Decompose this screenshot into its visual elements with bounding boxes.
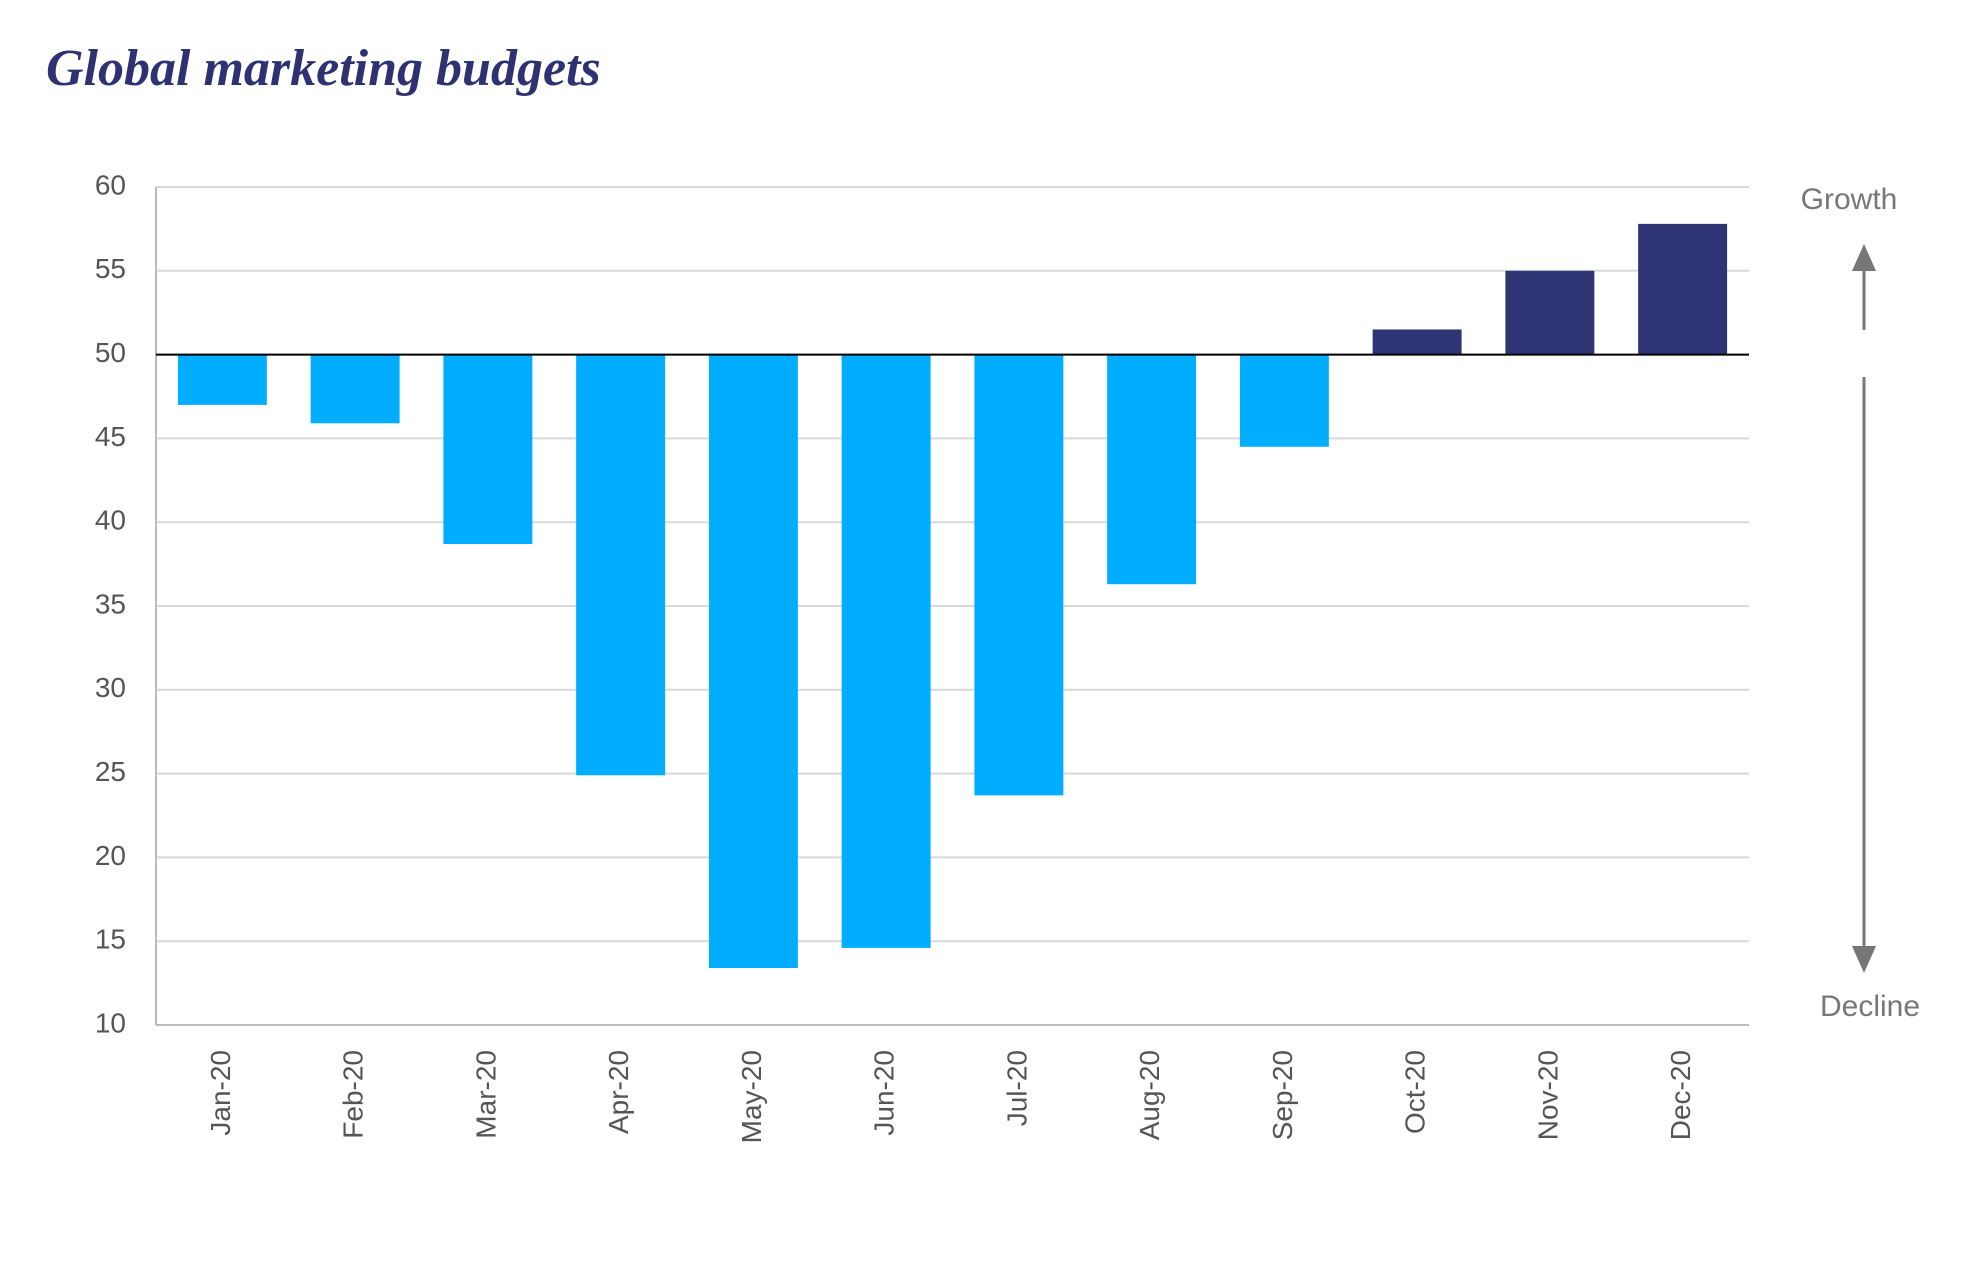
x-tick-label: Jan-20	[205, 1050, 236, 1136]
bar	[310, 354, 400, 424]
y-tick-label: 20	[95, 840, 126, 871]
bar	[841, 354, 931, 948]
x-tick-label: Aug-20	[1134, 1050, 1165, 1140]
y-tick-label: 45	[95, 421, 126, 452]
chart-title: Global marketing budgets	[46, 40, 601, 97]
x-tick-label: Jun-20	[869, 1050, 900, 1136]
bar	[1372, 329, 1462, 355]
x-tick-label: Apr-20	[603, 1050, 634, 1134]
bar	[443, 354, 533, 544]
x-tick-label: Jul-20	[1001, 1050, 1032, 1126]
growth-label: Growth	[1801, 183, 1898, 216]
x-tick-label: Feb-20	[338, 1050, 369, 1139]
y-tick-label: 30	[95, 672, 126, 703]
bar	[974, 354, 1064, 796]
x-tick-label: Sep-20	[1267, 1050, 1298, 1140]
y-tick-label: 60	[95, 169, 126, 200]
y-tick-label: 40	[95, 505, 126, 536]
bar	[177, 354, 267, 405]
y-tick-label: 25	[95, 756, 126, 787]
x-tick-label: Oct-20	[1400, 1050, 1431, 1134]
x-tick-label: May-20	[736, 1050, 767, 1143]
y-tick-label: 10	[95, 1007, 126, 1038]
x-tick-label: Mar-20	[470, 1050, 501, 1139]
bar	[708, 354, 798, 969]
x-tick-label: Dec-20	[1665, 1050, 1696, 1140]
y-tick-label: 50	[95, 337, 126, 368]
decline-label: Decline	[1820, 990, 1920, 1023]
y-tick-label: 15	[95, 924, 126, 955]
x-tick-label: Nov-20	[1532, 1050, 1563, 1140]
y-tick-label: 35	[95, 588, 126, 619]
bar	[1239, 354, 1329, 447]
bar	[1107, 354, 1197, 585]
bar	[1505, 270, 1595, 355]
bar	[1638, 223, 1728, 355]
y-tick-label: 55	[95, 253, 126, 284]
bar	[576, 354, 666, 776]
